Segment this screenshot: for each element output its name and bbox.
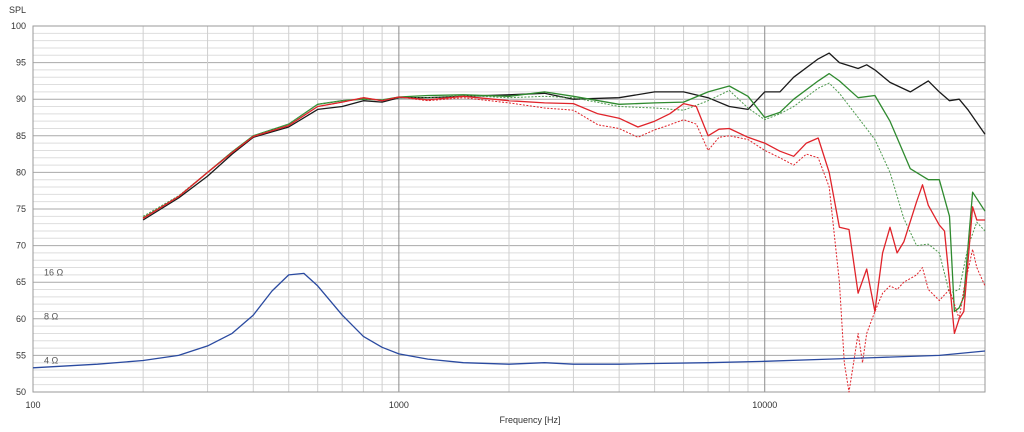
impedance-scale-label: 8 Ω <box>44 312 59 322</box>
y-tick-label: 60 <box>16 314 26 324</box>
y-axis-title: SPL <box>9 5 26 15</box>
y-tick-label: 70 <box>16 241 26 251</box>
impedance-scale-label: 4 Ω <box>44 356 59 366</box>
y-tick-label: 65 <box>16 277 26 287</box>
x-axis-title: Frequency [Hz] <box>499 415 560 425</box>
series-lines <box>32 52 986 393</box>
y-tick-label: 100 <box>11 21 26 31</box>
y-tick-label: 90 <box>16 94 26 104</box>
y-tick-label: 85 <box>16 131 26 141</box>
x-axis-ticks: 100 1000 10000 <box>25 400 777 410</box>
y-tick-label: 75 <box>16 204 26 214</box>
y-tick-label: 55 <box>16 350 26 360</box>
series-line-3 <box>142 82 986 294</box>
impedance-scale-label: 16 Ω <box>44 268 64 278</box>
y-axis-ticks: 50 55 60 65 70 75 80 85 90 95 100 <box>11 21 26 397</box>
series-line-4 <box>142 95 985 335</box>
y-tick-label: 50 <box>16 387 26 397</box>
series-line-1 <box>142 52 986 221</box>
y-tick-label: 95 <box>16 58 26 68</box>
grid <box>32 25 986 393</box>
x-tick-label: 100 <box>25 400 40 410</box>
x-tick-label: 1000 <box>389 400 409 410</box>
series-line-5 <box>142 96 986 393</box>
series-line-6 <box>32 272 986 369</box>
plot-frame <box>32 25 986 393</box>
series-line-2 <box>142 72 986 313</box>
impedance-labels: 16 Ω 8 Ω 4 Ω <box>44 268 64 366</box>
y-tick-label: 80 <box>16 167 26 177</box>
x-tick-label: 10000 <box>752 400 777 410</box>
